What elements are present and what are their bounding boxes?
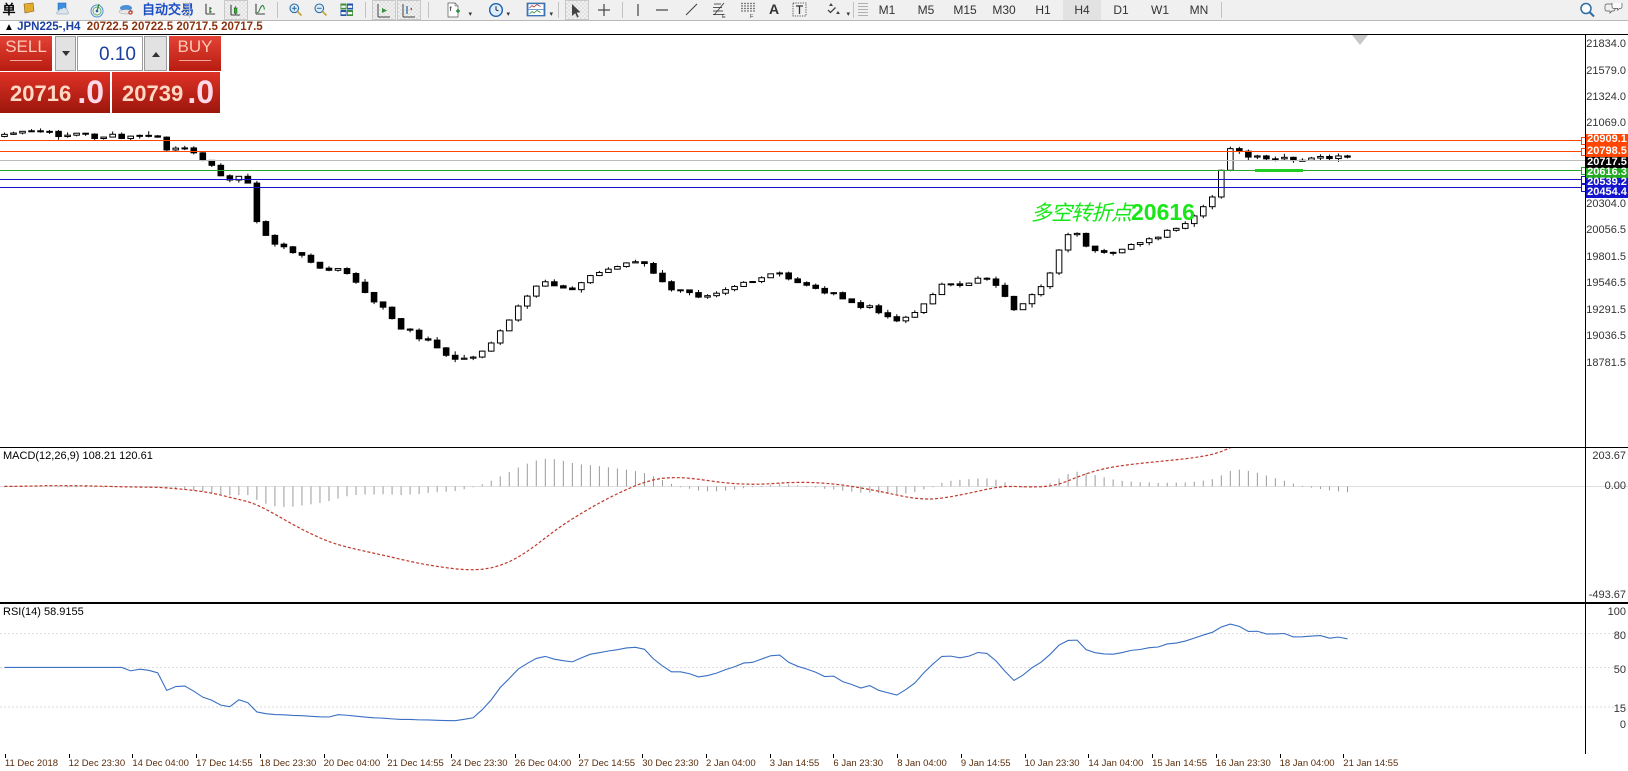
svg-text:E: E: [722, 14, 726, 18]
svg-text:F: F: [750, 14, 754, 18]
